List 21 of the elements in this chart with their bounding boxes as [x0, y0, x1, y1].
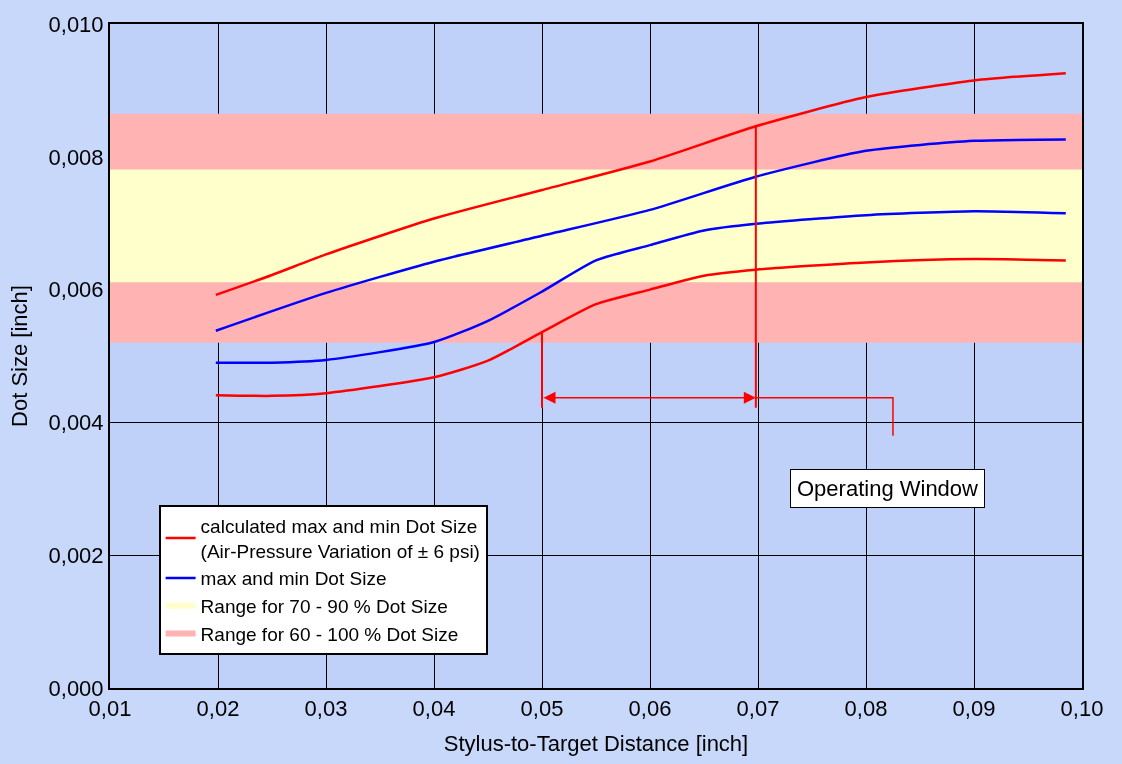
- y-tick-label: 0,002: [48, 542, 104, 568]
- legend-label: Range for 60 - 100 % Dot Size: [200, 623, 459, 645]
- y-tick-label: 0,008: [48, 144, 104, 170]
- x-tick-label: 0,03: [304, 696, 348, 722]
- y-axis-title: Dot Size [inch]: [6, 285, 32, 427]
- legend-label: Range for 70 - 90 % Dot Size: [200, 596, 448, 618]
- x-tick-label: 0,09: [952, 696, 996, 722]
- y-tick-label: 0,006: [48, 277, 104, 303]
- x-tick-label: 0,07: [736, 696, 780, 722]
- x-tick-label: 0,02: [196, 696, 240, 722]
- legend-label: calculated max and min Dot Size (Air-Pressure Variation of ± 6 psi): [200, 516, 480, 562]
- legend-label: max and min Dot Size: [200, 568, 387, 590]
- annotation: Operating Window: [797, 476, 979, 501]
- x-tick-label: 0,10: [1060, 696, 1104, 722]
- x-tick-label: 0,06: [628, 696, 672, 722]
- y-tick-label: 0,010: [48, 11, 104, 37]
- y-tick-label: 0,004: [48, 410, 104, 436]
- x-tick-label: 0,04: [412, 696, 456, 722]
- x-tick-label: 0,05: [520, 696, 564, 722]
- x-axis-title: Stylus-to-Target Distance [inch]: [443, 730, 749, 756]
- x-tick-label: 0,08: [844, 696, 888, 722]
